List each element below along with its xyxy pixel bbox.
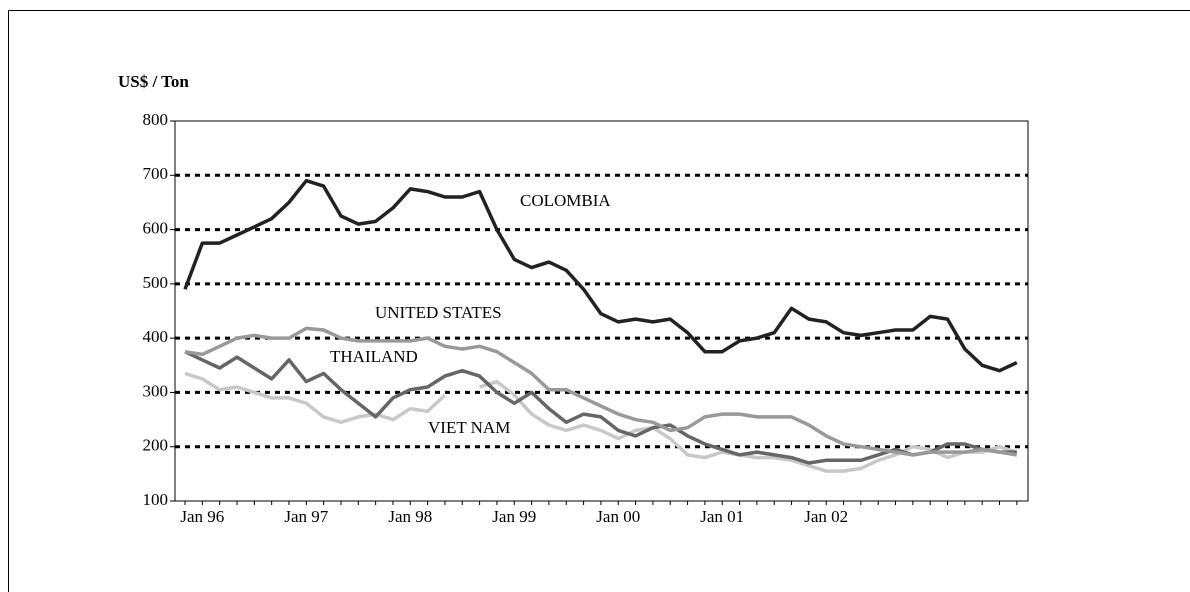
x-tick-label: Jan 99: [492, 507, 536, 526]
series-label: VIET NAM: [428, 418, 510, 437]
y-tick-label: 200: [143, 436, 169, 455]
x-tick-label: Jan 00: [596, 507, 640, 526]
series-label: THAILAND: [330, 347, 418, 366]
series-line: [184, 371, 1018, 473]
x-tick-label: Jan 97: [284, 507, 328, 526]
y-tick-label: 400: [143, 327, 169, 346]
y-tick-label: 500: [143, 273, 169, 292]
series-line: [183, 178, 1018, 373]
x-tick-label: Jan 02: [804, 507, 848, 526]
x-tick-label: Jan 01: [700, 507, 744, 526]
series-line: [184, 326, 1018, 457]
y-tick-label: 700: [143, 164, 169, 183]
y-tick-label: 100: [143, 490, 169, 509]
y-tick-label: 800: [143, 110, 169, 129]
x-tick-label: Jan 98: [388, 507, 432, 526]
series-label: COLOMBIA: [520, 191, 611, 210]
series-label: UNITED STATES: [375, 303, 502, 322]
x-tick-label: Jan 96: [180, 507, 224, 526]
y-axis-title: US$ / Ton: [118, 72, 189, 91]
y-tick-label: 300: [143, 381, 169, 400]
y-tick-label: 600: [143, 218, 169, 237]
series-line: [184, 350, 1017, 465]
plot-area: [174, 120, 1029, 502]
